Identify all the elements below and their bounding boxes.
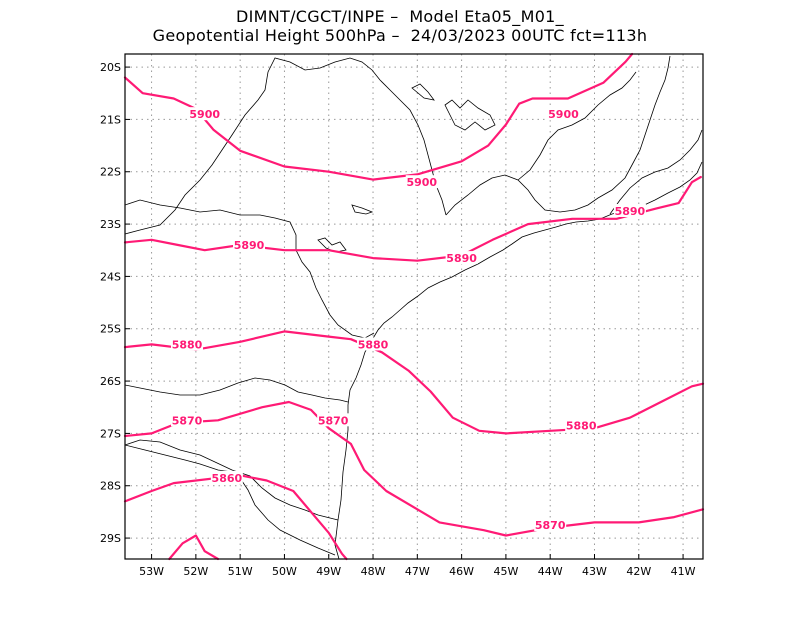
contour-label-bg (547, 107, 580, 121)
contour-label-5900: 5900 (406, 176, 437, 189)
contour-label-5890: 5890 (615, 205, 646, 218)
x-tick-label: 44W (538, 565, 563, 578)
x-tick-label: 47W (405, 565, 430, 578)
contour-label-5890: 5890 (446, 252, 477, 265)
x-tick-label: 51W (228, 565, 253, 578)
contour-label-bg (534, 517, 567, 531)
border-state-3 (124, 377, 349, 403)
contour-5860 (168, 534, 220, 561)
contour-label-5870: 5870 (535, 519, 566, 532)
contour-label-bg (357, 337, 390, 351)
y-tick-label: 24S (100, 270, 121, 283)
reservoir-3 (317, 237, 347, 253)
map-frame (124, 53, 704, 560)
contour-label-5870: 5870 (318, 414, 349, 427)
contour-label-bg (317, 413, 350, 427)
contour-label-5880: 5880 (358, 338, 389, 351)
x-tick-label: 53W (139, 565, 164, 578)
contour-labels: 5900 5900 5900 5890 5890 5890 5880 5880 5880 5870… (171, 107, 646, 532)
contour-5870 (123, 400, 705, 537)
y-tick-label: 29S (100, 532, 121, 545)
contour-label-5860: 5860 (212, 472, 243, 485)
contour-5880 (123, 330, 705, 435)
x-axis-ticks: 53W 52W 51W 50W 49W 48W 47W 46W 45W 44W 43W 42W 41W (139, 554, 696, 578)
x-tick-label: 42W (626, 565, 651, 578)
x-tick-label: 52W (183, 565, 208, 578)
border-state-1 (124, 57, 447, 235)
contour-label-5880: 5880 (172, 338, 203, 351)
contour-label-bg (210, 470, 243, 484)
contour-5890 (123, 175, 702, 262)
map-title-line1: DIMNT/CGCT/INPE – Model Eta05_M01_ (236, 7, 564, 26)
contour-label-bg (188, 107, 221, 121)
contour-label-bg (171, 413, 204, 427)
y-tick-label: 25S (100, 323, 121, 336)
contour-label-bg (405, 175, 438, 189)
x-tick-label: 46W (449, 565, 474, 578)
contour-label-5900: 5900 (189, 108, 220, 121)
contour-lines (123, 52, 705, 561)
border-state-7 (609, 129, 703, 215)
contour-label-bg (171, 337, 204, 351)
y-tick-label: 23S (100, 218, 121, 231)
contour-label-5900: 5900 (548, 108, 579, 121)
border-state-2 (124, 199, 375, 339)
x-tick-label: 49W (316, 565, 341, 578)
reservoir-2 (351, 204, 374, 215)
y-axis-ticks: 20S 21S 22S 23S 24S 25S 26S 27S 28S 29S (100, 61, 130, 545)
y-tick-label: 28S (100, 480, 121, 493)
x-tick-label: 43W (582, 565, 607, 578)
x-tick-label: 50W (272, 565, 297, 578)
contour-label-bg (233, 238, 266, 252)
contour-label-bg (445, 251, 478, 265)
y-tick-label: 22S (100, 166, 121, 179)
x-tick-label: 45W (493, 565, 518, 578)
y-tick-label: 21S (100, 113, 121, 126)
reservoir-4 (411, 83, 435, 101)
contour-label-5880: 5880 (566, 420, 597, 433)
y-tick-label: 27S (100, 427, 121, 440)
map-title-line2: Geopotential Height 500hPa – 24/03/2023 … (152, 26, 648, 45)
x-tick-label: 41W (671, 565, 696, 578)
contour-label-bg (613, 203, 646, 217)
border-state-5 (445, 55, 671, 216)
contour-label-bg (565, 418, 598, 432)
border-state-6 (517, 71, 637, 181)
reservoir-1 (444, 99, 496, 131)
y-tick-label: 20S (100, 61, 121, 74)
contour-label-5870: 5870 (172, 414, 203, 427)
y-tick-label: 26S (100, 375, 121, 388)
x-tick-label: 48W (361, 565, 386, 578)
contour-5860 (123, 474, 348, 561)
contour-label-5890: 5890 (234, 239, 265, 252)
